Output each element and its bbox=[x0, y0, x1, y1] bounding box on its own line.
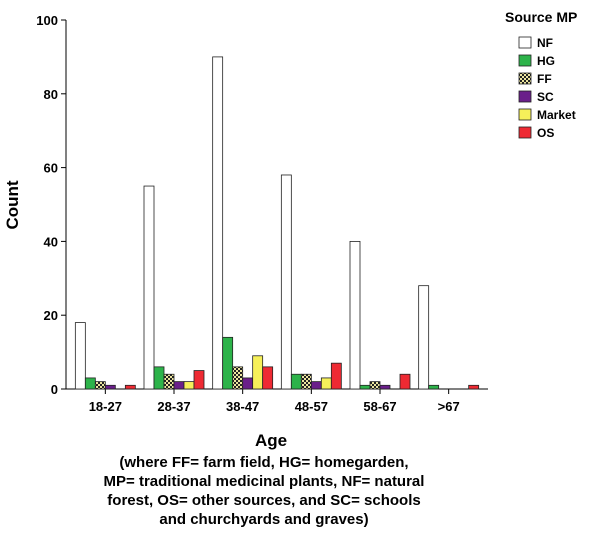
bar-ff-3 bbox=[300, 373, 312, 390]
bar-nf-4 bbox=[349, 240, 361, 390]
x-tick-label: 48-57 bbox=[295, 399, 328, 414]
y-tick-label: 60 bbox=[44, 161, 58, 176]
bar-hg-0 bbox=[84, 377, 96, 390]
bar-hg-1 bbox=[153, 366, 165, 390]
legend-swatch-market bbox=[518, 108, 532, 121]
x-tick-label: >67 bbox=[438, 399, 460, 414]
legend-label-nf: NF bbox=[537, 36, 553, 50]
bar-nf-5 bbox=[418, 285, 430, 390]
y-tick-label: 100 bbox=[36, 13, 58, 28]
bar-ff-4 bbox=[369, 381, 381, 390]
legend-swatch-sc bbox=[518, 90, 532, 103]
bar-ff-2 bbox=[232, 366, 244, 390]
bar-nf-1 bbox=[143, 185, 155, 390]
bar-nf-2 bbox=[212, 56, 224, 390]
legend-title: Source MP bbox=[505, 9, 577, 25]
legend-swatch-hg bbox=[518, 54, 532, 67]
bar-os-4 bbox=[399, 373, 411, 390]
bar-sc-0 bbox=[104, 384, 116, 390]
y-axis-title: Count bbox=[3, 180, 22, 229]
bar-market-3 bbox=[320, 377, 332, 390]
bar-os-3 bbox=[330, 362, 342, 390]
legend-swatch-os bbox=[518, 126, 532, 139]
x-axis-ticks: 18-27 28-37 38-47 48-57 58-67 >67 bbox=[89, 389, 460, 414]
bar-nf-3 bbox=[280, 174, 292, 390]
bar-ff-0 bbox=[94, 381, 106, 390]
caption-line: and churchyards and graves) bbox=[159, 511, 368, 528]
x-axis-title: Age bbox=[255, 431, 287, 450]
bar-market-2 bbox=[252, 355, 264, 390]
caption-line: forest, OS= other sources, and SC= schoo… bbox=[107, 492, 420, 509]
y-tick-label: 20 bbox=[44, 308, 58, 323]
bar-hg-2 bbox=[222, 336, 234, 390]
bars bbox=[74, 56, 480, 390]
y-tick-label: 80 bbox=[44, 87, 58, 102]
legend-swatch-nf bbox=[518, 36, 532, 49]
bar-sc-3 bbox=[310, 381, 322, 390]
legend-label-os: OS bbox=[537, 126, 554, 140]
bar-hg-3 bbox=[290, 373, 302, 390]
legend: Source MP NF HG FF SC Market OS bbox=[505, 9, 577, 140]
legend-swatch-ff bbox=[518, 72, 532, 85]
bar-hg-5 bbox=[428, 384, 440, 390]
caption-line: (where FF= farm field, HG= homegarden, bbox=[119, 454, 408, 471]
y-tick-label: 40 bbox=[44, 234, 58, 249]
bar-os-5 bbox=[468, 384, 480, 390]
x-tick-label: 28-37 bbox=[157, 399, 190, 414]
bar-sc-4 bbox=[379, 384, 391, 390]
bar-sc-2 bbox=[242, 377, 254, 390]
bar-ff-1 bbox=[163, 373, 175, 390]
bar-os-2 bbox=[262, 366, 274, 390]
legend-label-hg: HG bbox=[537, 54, 555, 68]
bar-os-1 bbox=[193, 370, 205, 390]
x-tick-label: 58-67 bbox=[363, 399, 396, 414]
caption: (where FF= farm field, HG= homegarden, MP… bbox=[104, 454, 425, 528]
legend-label-sc: SC bbox=[537, 90, 554, 104]
y-axis-ticks: 0 20 40 60 80 100 bbox=[36, 13, 66, 397]
y-tick-label: 0 bbox=[51, 382, 58, 397]
x-tick-label: 18-27 bbox=[89, 399, 122, 414]
caption-line: MP= traditional medicinal plants, NF= na… bbox=[104, 473, 425, 490]
bar-os-0 bbox=[124, 384, 136, 390]
x-tick-label: 38-47 bbox=[226, 399, 259, 414]
bar-sc-1 bbox=[173, 381, 185, 390]
bar-hg-4 bbox=[359, 384, 371, 390]
plot-area bbox=[65, 20, 488, 390]
bar-nf-0 bbox=[74, 322, 86, 390]
legend-label-ff: FF bbox=[537, 72, 552, 86]
bar-market-1 bbox=[183, 381, 195, 390]
legend-label-market: Market bbox=[537, 108, 576, 122]
